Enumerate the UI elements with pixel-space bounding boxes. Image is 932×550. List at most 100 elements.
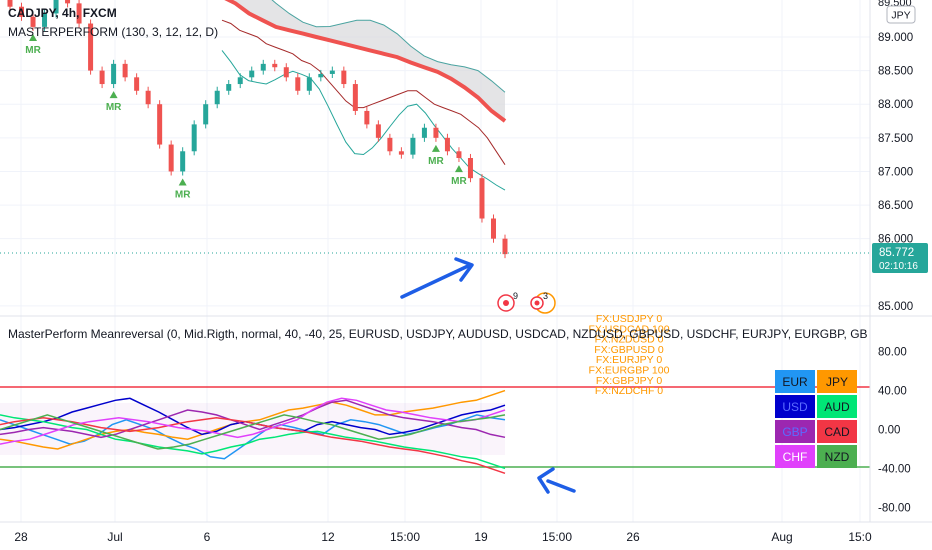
candle-body — [88, 23, 94, 71]
price-axis[interactable]: 89.000 88.500 88.000 87.500 87.000 86.500 86.0… — [869, 0, 928, 522]
currency-cell-usd — [775, 395, 815, 418]
candle-body — [99, 70, 105, 85]
event-badge-left-count: 9 — [513, 291, 518, 301]
time-tick-labels: 28 Jul 6 12 15:00 19 15:00 26 Aug 15:0 — [14, 530, 872, 544]
candle-body — [329, 70, 335, 74]
pair-label: FX:EURJPY 0 — [596, 354, 662, 366]
indicator-tick-label: 80.00 — [878, 347, 907, 359]
indicator-tick-label: 0.00 — [878, 425, 900, 437]
candle-body — [42, 13, 48, 27]
lower-indicator-legend[interactable]: MasterPerform Meanreversal (0, Mid.Rigth… — [8, 327, 868, 341]
candle-body — [375, 124, 381, 138]
mr-marker-triangle — [431, 144, 440, 152]
mr-marker-triangle — [29, 33, 38, 41]
pair-label: FX:EURGBP 100 — [589, 365, 670, 377]
time-tick-label: 15:0 — [848, 530, 872, 544]
oscillator-line-jpy — [0, 389, 506, 450]
mr-marker-triangle — [178, 178, 187, 186]
envelope-band-fill — [228, 0, 505, 121]
time-tick-label: 28 — [14, 530, 28, 544]
vertical-gridlines — [20, 0, 861, 522]
main-price-pane[interactable]: MR MR MR MR MR 9 3 — [0, 0, 870, 314]
currency-label-border — [886, 5, 916, 24]
indicator-legend[interactable]: MASTERPERFORM (130, 3, 12, 12, D) — [8, 25, 219, 39]
oscillator-line-cad — [0, 417, 506, 475]
currency-cell-aud — [817, 395, 857, 418]
bar-countdown: 02:10:16 — [879, 261, 918, 272]
candle-body — [410, 137, 416, 155]
candle-body — [111, 63, 117, 85]
currency-table: EUR JPY USD AUD GBP CAD CHF NZD — [775, 370, 857, 468]
time-axis[interactable]: 28 Jul 6 12 15:00 19 15:00 26 Aug 15:0 — [0, 521, 932, 544]
last-price-value: 85.772 — [879, 247, 914, 259]
candle-body — [352, 84, 358, 111]
pair-label: FX:NZDUSD 0 — [595, 334, 664, 346]
currency-cell-label: JPY — [826, 375, 848, 389]
currency-cell-label: NZD — [825, 450, 850, 464]
candle-body — [502, 238, 508, 255]
currency-cell-nzd — [817, 445, 857, 468]
last-price-tag: 85.772 02:10:16 — [872, 243, 928, 273]
indicator-tick-label: -40.00 — [878, 463, 911, 475]
candle-body — [295, 77, 301, 91]
annotation-arrow-upper — [400, 264, 470, 299]
mr-marker-triangle — [109, 91, 118, 99]
candle-body — [203, 104, 209, 125]
price-tick-labels: 89.000 88.500 88.000 87.500 87.000 86.500 86.0… — [878, 32, 913, 313]
candle-body — [318, 73, 324, 78]
candle-body — [444, 137, 450, 152]
candle-body — [226, 84, 232, 91]
mr-marker-label: MR — [25, 45, 41, 56]
candle-body — [30, 16, 36, 27]
candle-body — [214, 90, 220, 105]
currency-cell-label: CHF — [783, 450, 808, 464]
event-badge-left[interactable]: 9 — [497, 291, 518, 312]
candle-body — [76, 3, 82, 24]
mid-band-line — [221, 19, 506, 165]
currency-label-box[interactable]: JPY — [886, 5, 916, 24]
event-badge-right[interactable]: 3 — [530, 291, 556, 314]
candle-body — [134, 77, 140, 91]
candle-body — [479, 178, 485, 219]
mr-marker-label: MR — [175, 190, 191, 201]
pair-label: FX:USDJPY 0 — [596, 313, 662, 325]
time-tick-label: Jul — [107, 530, 122, 544]
candle-body — [7, 0, 13, 7]
candlesticks[interactable] — [7, 0, 508, 259]
mr-marker-label: MR — [428, 156, 444, 167]
symbol-legend[interactable]: CADJPY, 4h, FXCM — [8, 6, 117, 20]
candle-body — [387, 137, 393, 152]
candle-body — [283, 67, 289, 78]
event-badge-left-dot — [503, 300, 509, 306]
candle-body — [467, 158, 473, 179]
price-tick-label: 86.500 — [878, 200, 913, 212]
price-tick-label: 88.500 — [878, 66, 913, 78]
price-tick-label: 85.000 — [878, 301, 913, 313]
pair-label: FX:NZDCHF 0 — [595, 385, 663, 397]
currency-cell-label: CAD — [824, 425, 850, 439]
outer-band-thick-line — [224, 0, 507, 123]
currency-cell-label: EUR — [782, 375, 808, 389]
candle-body — [191, 124, 197, 152]
candle-body — [53, 0, 59, 14]
candle-body — [341, 70, 347, 85]
candle-body — [180, 151, 186, 172]
price-tick-label: 86.000 — [878, 234, 913, 246]
time-tick-label: 12 — [321, 530, 335, 544]
pair-label: FX:GBPUSD 0 — [594, 344, 664, 356]
indicator-tick-label: 40.00 — [878, 386, 907, 398]
candle-body — [249, 70, 255, 78]
candle-body — [398, 151, 404, 155]
candle-body — [433, 127, 439, 138]
mr-signal-markers: MR MR MR MR MR — [25, 33, 468, 201]
event-badge-right-dot — [534, 300, 540, 306]
candle-body — [145, 90, 151, 105]
pair-label: FX:USDCAD 100 — [588, 323, 669, 335]
oscillator-lines — [0, 389, 506, 475]
currency-cell-label: AUD — [824, 400, 850, 414]
mr-marker-label: MR — [106, 102, 122, 113]
currency-cell-cad — [817, 420, 857, 443]
price-tick-label: 89.000 — [878, 32, 913, 44]
